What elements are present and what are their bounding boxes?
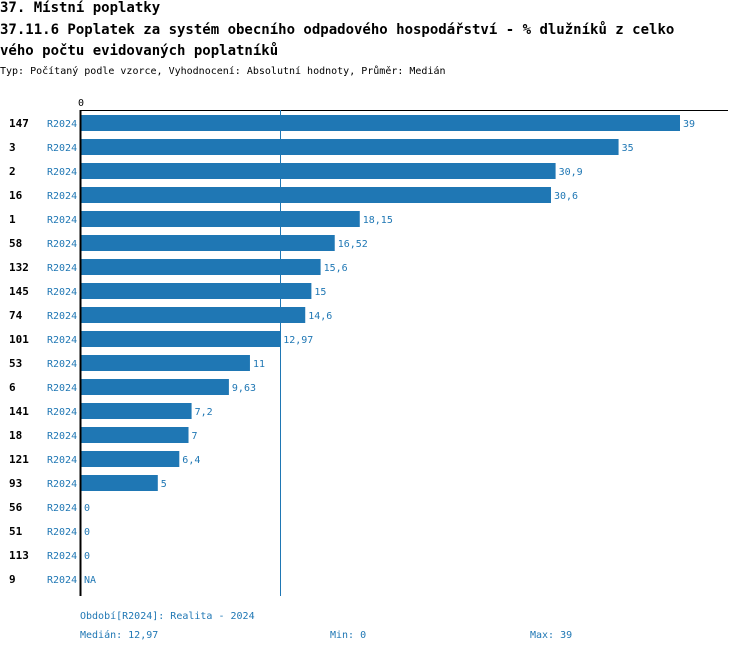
category-label: 58: [9, 237, 22, 250]
bar: [81, 187, 551, 203]
series-label: R2024: [47, 215, 77, 226]
value-label: 7: [192, 431, 198, 442]
value-label: 0: [84, 503, 90, 514]
category-label: 2: [9, 165, 16, 178]
bar: [81, 139, 619, 155]
bar: [81, 259, 321, 275]
footer-period: Období[R2024]: Realita - 2024: [80, 611, 255, 622]
bar: [81, 331, 281, 347]
series-label: R2024: [47, 383, 77, 394]
bar: [81, 403, 192, 419]
category-label: 132: [9, 261, 29, 274]
series-label: R2024: [47, 239, 77, 250]
value-label: 15: [314, 287, 326, 298]
series-label: R2024: [47, 359, 77, 370]
series-label: R2024: [47, 479, 77, 490]
footer-median: Medián: 12,97: [80, 630, 159, 641]
value-label: 12,97: [283, 335, 313, 346]
series-label: R2024: [47, 167, 77, 178]
value-label: 0: [84, 527, 90, 538]
category-label: 1: [9, 213, 16, 226]
chart-title-line1: 37.11.6 Poplatek za systém obecního odpa…: [0, 22, 675, 38]
bar: [81, 451, 180, 467]
category-label: 101: [9, 333, 29, 346]
category-label: 56: [9, 501, 23, 514]
category-label: 145: [9, 285, 29, 298]
footer-min: Min: 0: [330, 630, 367, 641]
category-label: 113: [9, 549, 29, 562]
series-label: R2024: [47, 311, 77, 322]
bar: [81, 115, 680, 131]
series-label: R2024: [47, 407, 77, 418]
chart-subtitle: Typ: Počítaný podle vzorce, Vyhodnocení:…: [0, 66, 446, 77]
bar: [81, 211, 360, 227]
value-label: 18,15: [363, 215, 393, 226]
category-label: 16: [9, 189, 23, 202]
bar: [81, 355, 250, 371]
chart-title-line2: vého počtu evidovaných poplatníků: [0, 43, 279, 59]
value-label: 14,6: [308, 311, 332, 322]
value-label: 30,6: [554, 191, 578, 202]
category-label: 9: [9, 573, 16, 586]
series-label: R2024: [47, 527, 77, 538]
bar: [81, 379, 229, 395]
value-label: 15,6: [324, 263, 348, 274]
series-label: R2024: [47, 119, 77, 130]
bar: [81, 307, 306, 323]
x-axis-zero-label: 0: [78, 98, 84, 109]
value-label: 9,63: [232, 383, 256, 394]
value-label: 0: [84, 551, 90, 562]
footer-max: Max: 39: [530, 630, 573, 641]
series-label: R2024: [47, 143, 77, 154]
bar: [81, 427, 189, 443]
series-label: R2024: [47, 431, 77, 442]
bar: [81, 163, 556, 179]
value-label: 35: [622, 143, 634, 154]
value-label: 6,4: [182, 455, 200, 466]
value-label: 16,52: [338, 239, 368, 250]
category-label: 3: [9, 141, 16, 154]
bar: [81, 235, 335, 251]
value-label: NA: [84, 575, 96, 586]
series-label: R2024: [47, 575, 77, 586]
value-label: 5: [161, 479, 167, 490]
value-label: 30,9: [559, 167, 583, 178]
category-label: 147: [9, 117, 29, 130]
value-label: 11: [253, 359, 265, 370]
series-label: R2024: [47, 287, 77, 298]
category-label: 93: [9, 477, 22, 490]
series-label: R2024: [47, 191, 77, 202]
category-label: 121: [9, 453, 29, 466]
category-label: 53: [9, 357, 22, 370]
category-label: 51: [9, 525, 23, 538]
series-label: R2024: [47, 551, 77, 562]
bar: [81, 475, 158, 491]
category-label: 74: [9, 309, 23, 322]
category-label: 141: [9, 405, 29, 418]
series-label: R2024: [47, 503, 77, 514]
series-label: R2024: [47, 455, 77, 466]
category-label: 18: [9, 429, 22, 442]
section-title: 37. Místní poplatky: [0, 0, 161, 16]
category-label: 6: [9, 381, 16, 394]
value-label: 39: [683, 119, 695, 130]
value-label: 7,2: [195, 407, 213, 418]
series-label: R2024: [47, 335, 77, 346]
bar: [81, 283, 312, 299]
series-label: R2024: [47, 263, 77, 274]
